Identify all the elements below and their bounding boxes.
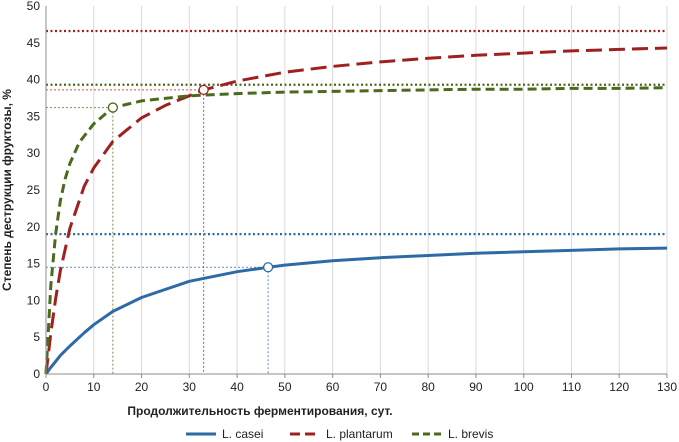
y-tick-50: 50 bbox=[27, 0, 41, 13]
x-tick-70: 70 bbox=[374, 380, 388, 394]
series-line-l-plantarum bbox=[44, 46, 668, 375]
x-tick-80: 80 bbox=[421, 380, 435, 394]
series-line-l-brevis bbox=[44, 86, 668, 375]
y-tick-25: 25 bbox=[27, 183, 41, 197]
point-l-casei bbox=[262, 262, 274, 273]
x-tick-100: 100 bbox=[514, 380, 534, 394]
y-tick-45: 45 bbox=[27, 36, 41, 50]
x-tick-90: 90 bbox=[469, 380, 483, 394]
x-tick-130: 130 bbox=[657, 380, 677, 394]
legend-label-1: L. plantarum bbox=[326, 427, 393, 441]
guide-lines bbox=[46, 89, 269, 374]
y-tick-40: 40 bbox=[27, 73, 41, 87]
y-tick-10: 10 bbox=[27, 293, 41, 307]
x-tick-30: 30 bbox=[183, 380, 197, 394]
legend: L. casei L. plantarum L. brevis bbox=[186, 427, 493, 441]
x-tick-0: 0 bbox=[43, 380, 50, 394]
y-tick-5: 5 bbox=[33, 330, 40, 344]
y-tick-labels: 0 5 10 15 20 25 30 35 40 45 50 bbox=[27, 0, 41, 381]
y-axis-title: Степень деструкции фруктозы, % bbox=[0, 89, 14, 291]
point-l-brevis bbox=[107, 102, 119, 113]
legend-label-0: L. casei bbox=[222, 427, 263, 441]
x-tick-120: 120 bbox=[609, 380, 629, 394]
legend-label-2: L. brevis bbox=[448, 427, 493, 441]
axes bbox=[45, 6, 667, 375]
x-tick-50: 50 bbox=[278, 380, 292, 394]
series-lines bbox=[44, 46, 668, 375]
series-line-l-casei bbox=[44, 246, 668, 375]
asymptote-lines bbox=[46, 29, 667, 236]
x-tick-labels: 0 10 20 30 40 50 60 70 80 90 100 110 120 130 bbox=[43, 374, 677, 394]
highlight-points bbox=[107, 84, 274, 273]
x-tick-10: 10 bbox=[87, 380, 101, 394]
y-tick-15: 15 bbox=[27, 257, 41, 271]
x-tick-60: 60 bbox=[326, 380, 340, 394]
x-tick-40: 40 bbox=[230, 380, 244, 394]
vertical-gridlines bbox=[93, 6, 668, 374]
y-tick-35: 35 bbox=[27, 109, 41, 123]
x-tick-20: 20 bbox=[135, 380, 149, 394]
x-axis-title: Продолжительность ферментирования, сут. bbox=[127, 404, 392, 418]
point-l-plantarum bbox=[198, 84, 209, 96]
x-tick-110: 110 bbox=[562, 380, 581, 394]
y-tick-0: 0 bbox=[33, 367, 40, 381]
y-tick-30: 30 bbox=[27, 146, 41, 160]
y-tick-20: 20 bbox=[27, 220, 41, 234]
